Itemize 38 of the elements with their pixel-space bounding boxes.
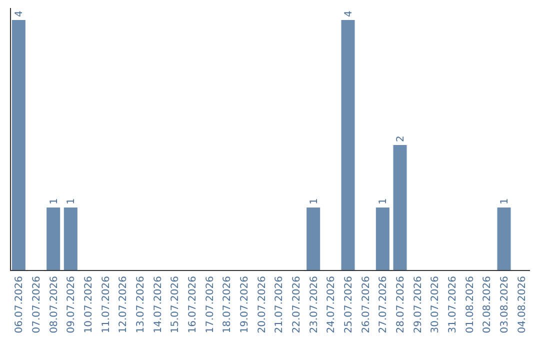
data-label: 2	[396, 136, 406, 142]
x-tick-label: 17.07.2026	[204, 276, 216, 334]
data-label: 4	[344, 10, 354, 17]
x-tick-label: 30.07.2026	[430, 276, 442, 334]
data-label: 4	[14, 10, 26, 17]
x-tick-label: 29.07.2026	[412, 276, 424, 334]
x-tick-label: 21.07.2026	[274, 276, 286, 334]
x-tick-label: 12.07.2026	[118, 276, 130, 334]
x-tick-label: 11.07.2026	[100, 276, 112, 334]
x-tick-label: 18.07.2026	[222, 276, 234, 334]
x-tick-label: 07.07.2026	[32, 276, 42, 334]
x-tick-label: 23.07.2026	[308, 276, 320, 334]
x-tick-label: 10.07.2026	[84, 276, 94, 334]
x-tick-label: 24.07.2026	[326, 276, 338, 334]
data-label: 1	[378, 198, 390, 204]
data-label: 1	[308, 198, 320, 204]
data-label: 1	[66, 198, 78, 204]
x-tick-label: 04.08.2026	[516, 276, 528, 334]
x-tick-label: 31.07.2026	[448, 276, 458, 334]
x-tick-label: 09.07.2026	[66, 276, 78, 334]
x-tick-label: 22.07.2026	[292, 276, 302, 334]
x-tick-label: 26.07.2026	[360, 276, 372, 334]
x-tick-label: 20.07.2026	[256, 276, 268, 334]
x-tick-label: 13.07.2026	[136, 276, 146, 334]
x-tick-label: 06.07.2026	[14, 276, 26, 334]
x-tick-label: 08.07.2026	[48, 276, 60, 334]
x-tick-label: 28.07.2026	[396, 276, 406, 334]
x-tick-label: 03.08.2026	[500, 276, 510, 334]
x-tick-label: 14.07.2026	[152, 276, 164, 334]
data-label: 1	[48, 198, 60, 204]
x-tick-label: 01.08.2026	[464, 276, 476, 334]
x-tick-label: 19.07.2026	[240, 276, 250, 334]
x-tick-label: 27.07.2026	[378, 276, 390, 334]
x-tick-label: 16.07.2026	[188, 276, 198, 334]
x-tick-label: 15.07.2026	[170, 276, 182, 334]
x-tick-label: 25.07.2026	[344, 276, 354, 334]
x-tick-label: 02.08.2026	[482, 276, 494, 334]
data-label: 1	[500, 198, 510, 204]
